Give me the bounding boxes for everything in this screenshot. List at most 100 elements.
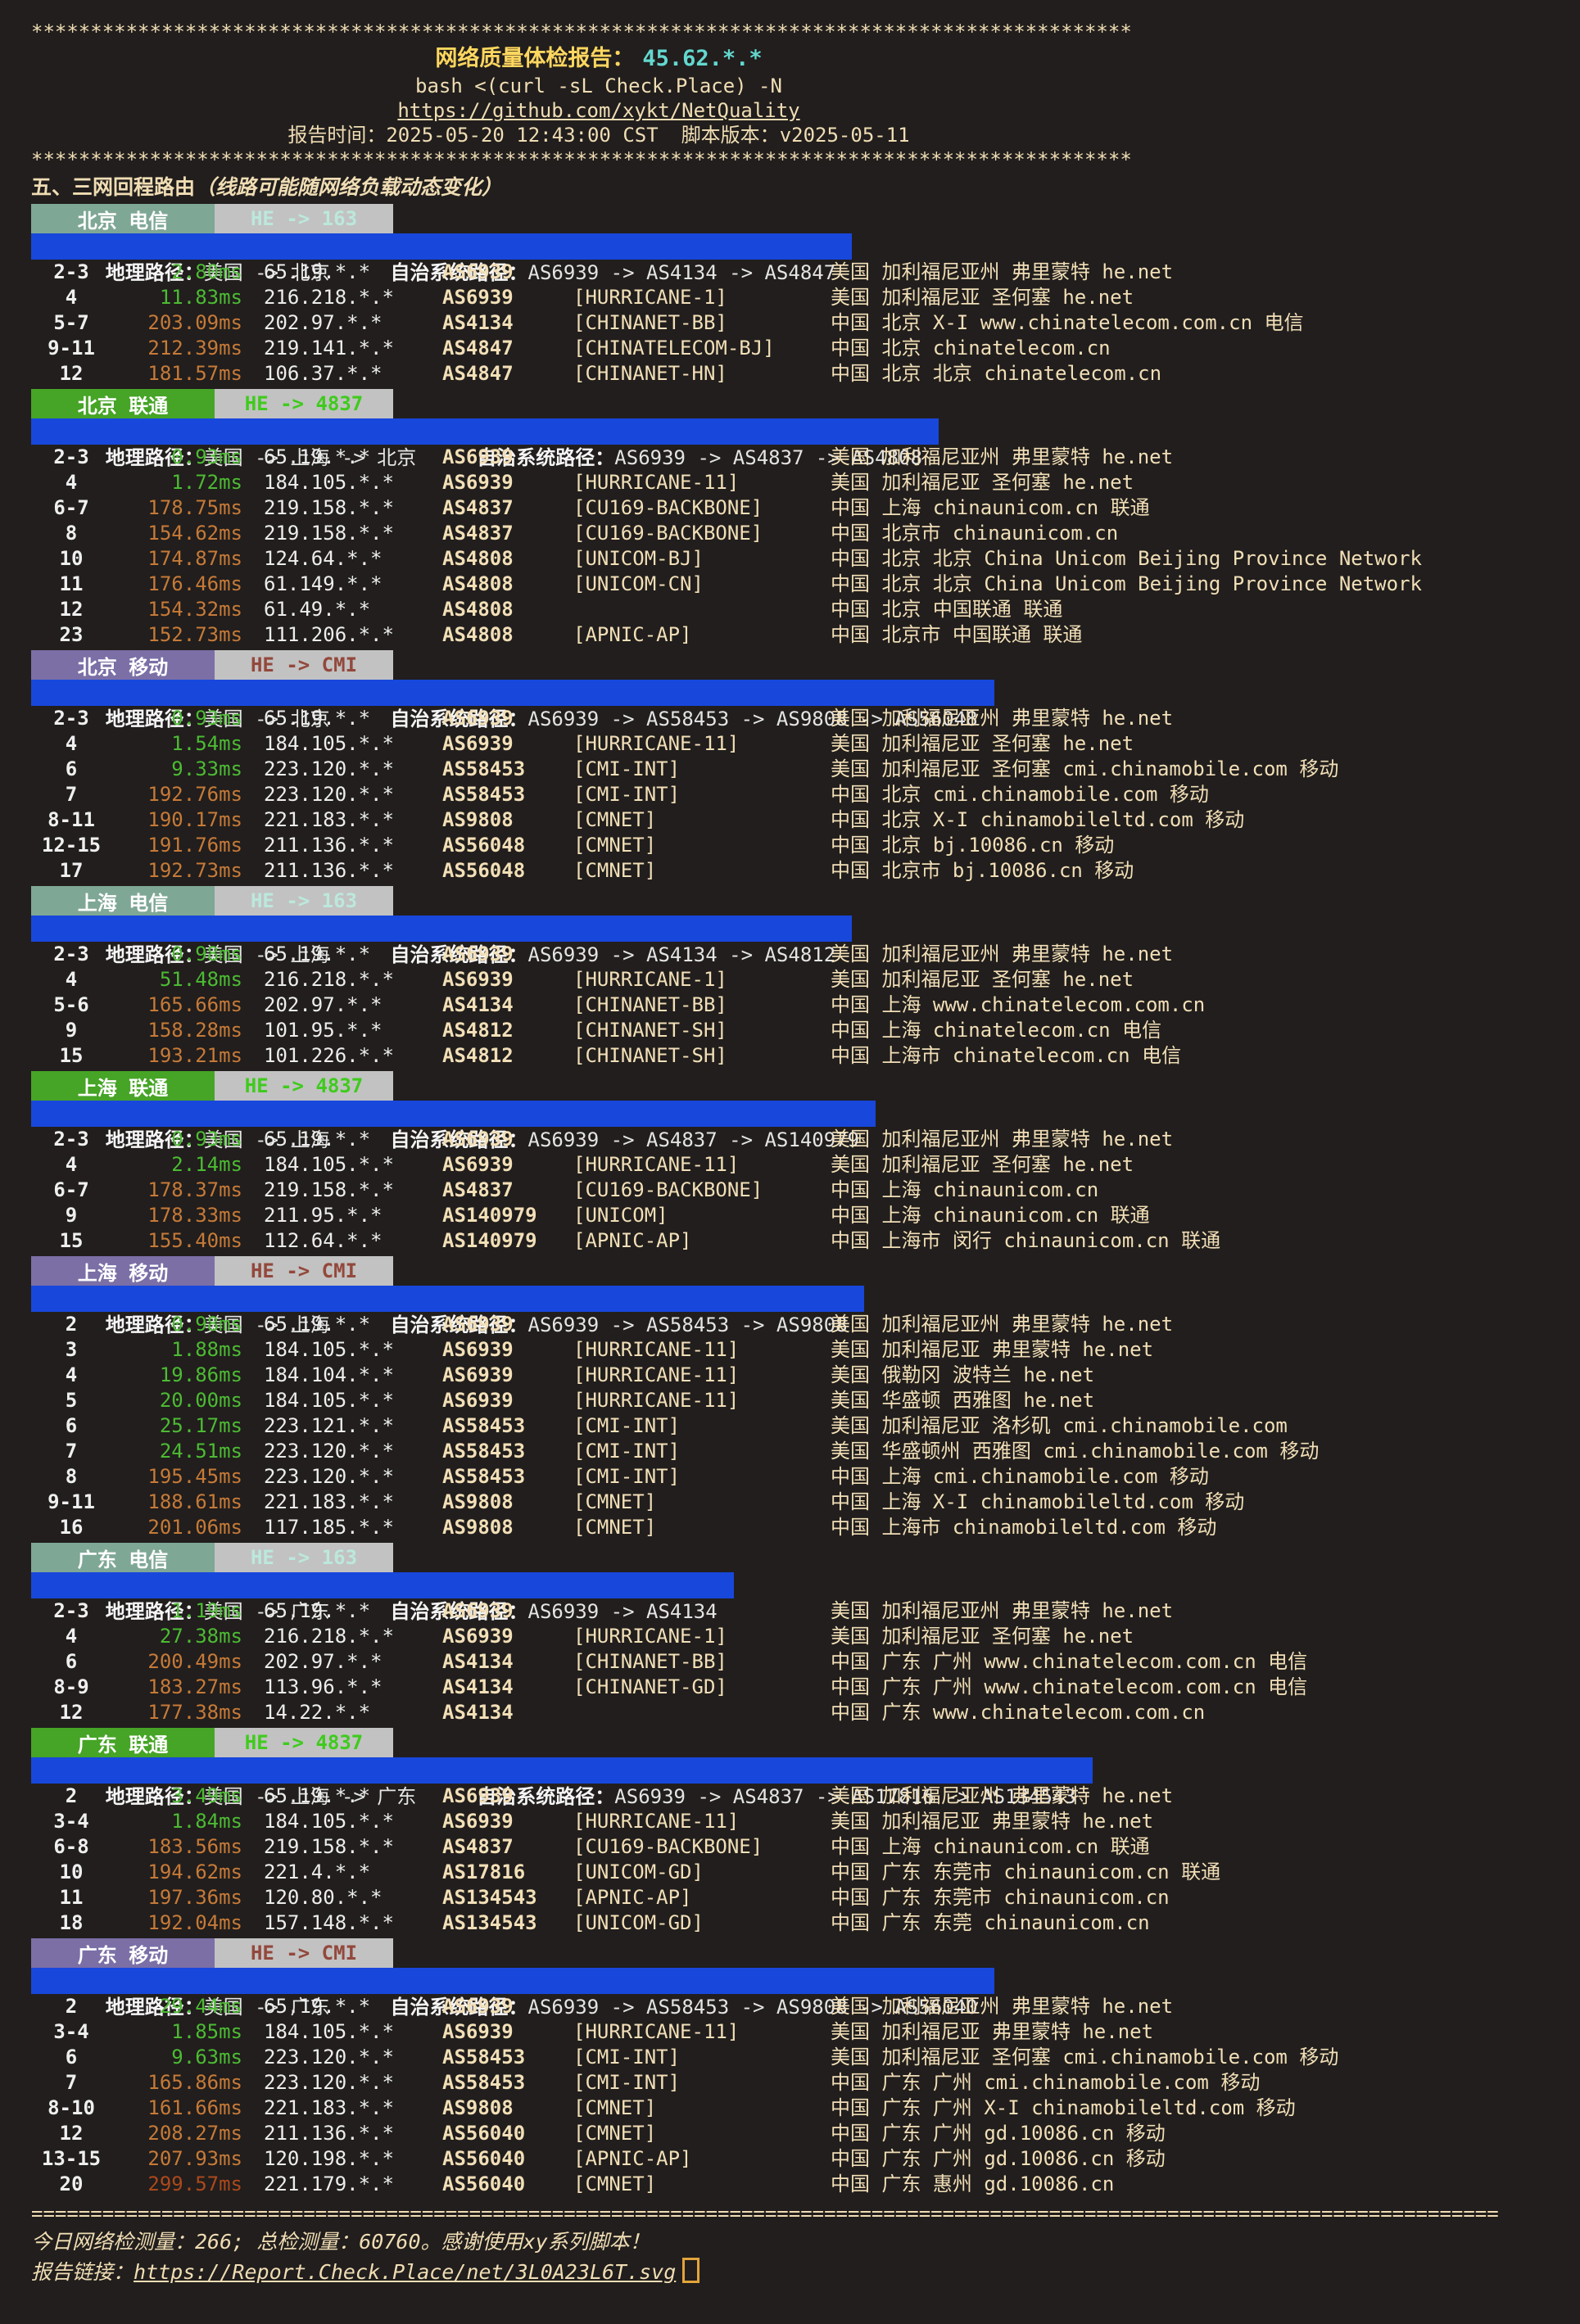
hop-number: 16 [59,1516,84,1539]
hop-ip: 223.120.*.* [264,1440,394,1463]
geo-path-label: 地理路径： [105,708,204,730]
hop-number: 2-3 [53,1128,89,1151]
hop-as-tag: [HURRICANE-11] [573,1153,740,1176]
hop-asn: AS4808 [442,598,514,621]
hop-ip: 184.105.*.* [264,2020,394,2043]
hop-ip: 120.80.*.* [264,1886,383,1909]
hop-latency: 1.88ms [171,1338,242,1361]
hop-as-tag: [CMI-INT] [573,1440,681,1463]
hop-asn: AS4134 [442,1650,514,1673]
hop-as-tag: [CMNET] [573,808,657,831]
hop-row: 4 11.83ms 216.218.*.* AS6939 [HURRICANE-… [31,285,1555,310]
badge-row: 广东 联通 HE -> 4837 [31,1728,1555,1757]
hop-location: 中国 北京 北京 China Unicom Beijing Province N… [831,572,1422,595]
hop-ip: 184.105.*.* [264,1338,394,1361]
hop-as-tag [573,1598,831,1624]
hop-number: 2-3 [53,445,89,468]
hop-location: 中国 广东 广州 cmi.chinamobile.com 移动 [831,2071,1261,2094]
hop-asn: AS6939 [442,1810,514,1833]
hop-ip: 117.185.*.* [264,1516,394,1539]
hop-asn: AS58453 [442,1465,526,1488]
hop-location: 美国 俄勒冈 波特兰 he.net [831,1363,1095,1386]
hop-number: 2 [65,1995,78,2018]
hop-as-tag: [HURRICANE-1] [573,286,727,309]
hop-location: 美国 加利福尼亚州 弗里蒙特 he.net [831,1313,1174,1336]
hop-number: 17 [59,859,84,882]
hop-ip: 184.105.*.* [264,1810,394,1833]
hop-number: 2-3 [53,943,89,965]
hop-asn: AS134543 [442,1911,537,1934]
hop-location: 美国 加利福尼亚州 弗里蒙特 he.net [831,1995,1174,2018]
report-link-label: 报告链接： [31,2260,134,2284]
hop-latency: 192.76ms [147,783,242,806]
hop-latency: 200.49ms [147,1650,242,1673]
hop-row: 11 197.36ms 120.80.*.* AS134543 [APNIC-A… [31,1885,1555,1910]
hop-row: 13-15 207.93ms 120.198.*.* AS56040 [APNI… [31,2146,1555,2172]
hop-location: 美国 加利福尼亚州 弗里蒙特 he.net [831,707,1174,730]
hop-latency: 212.39ms [147,337,242,359]
hop-number: 13-15 [41,2147,102,2170]
hop-latency: 178.33ms [147,1204,242,1227]
hop-ip: 65.19.*.* [264,445,371,468]
report-link[interactable]: https://Report.Check.Place/net/3L0A23L6T… [134,2260,677,2284]
report-ip: 45.62.*.* [642,46,763,71]
hop-ip: 111.206.*.* [264,623,394,646]
hop-row: 2 29.44ms 65.19.*.* AS6939 美国 加利福尼亚州 弗里蒙… [31,1994,1555,2019]
hop-ip: 184.105.*.* [264,471,394,494]
hop-asn: AS17816 [442,1861,526,1883]
hop-number: 5 [65,1389,78,1412]
hop-asn: AS6939 [442,1995,514,2018]
hop-latency: 1.19ms [171,1599,242,1622]
city-carrier-badge: 广东 联通 [31,1728,215,1757]
hop-latency: 192.04ms [147,1911,242,1934]
hop-location: 美国 加利福尼亚州 弗里蒙特 he.net [831,1599,1174,1622]
hop-row: 3 1.88ms 184.105.*.* AS6939 [HURRICANE-1… [31,1337,1555,1363]
hop-location: 美国 加利福尼亚州 弗里蒙特 he.net [831,1128,1174,1151]
section-heading: 五、三网回程路由（线路可能随网络负载动态变化） [31,174,1166,201]
as-path-value: AS6939 -> AS4134 -> AS4812 [527,943,836,966]
star-separator-top: ****************************************… [31,20,1132,43]
hop-location: 中国 广东 www.chinatelecom.com.cn [831,1701,1206,1724]
hop-latency: 188.61ms [147,1490,242,1513]
hop-as-tag: [CU169-BACKBONE] [573,496,763,519]
hop-as-tag: [CMNET] [573,1516,657,1539]
hop-latency: 2.14ms [171,1153,242,1176]
hop-asn: AS4808 [442,572,514,595]
hop-location: 中国 北京市 bj.10086.cn 移动 [831,859,1134,882]
hop-as-tag: [CU169-BACKBONE] [573,1835,763,1858]
hop-as-tag: [CMNET] [573,2173,657,2195]
hop-as-tag: [CHINANET-BB] [573,993,727,1016]
hop-number: 4 [65,286,78,309]
repo-link[interactable]: https://github.com/xykt/NetQuality [397,99,800,122]
hop-number: 9-11 [48,337,95,359]
hop-location: 中国 上海市 chinatelecom.cn 电信 [831,1044,1182,1067]
hop-asn: AS6939 [442,1128,514,1151]
hop-asn: AS4847 [442,337,514,359]
hop-ip: 61.149.*.* [264,572,383,595]
hop-latency: 0.93ms [171,445,242,468]
hop-ip: 221.183.*.* [264,1490,394,1513]
hop-number: 4 [65,1363,78,1386]
hop-number: 10 [59,547,84,570]
geo-path-value: 美国 -> 广东 [203,1996,330,2019]
hop-latency: 208.27ms [147,2122,242,2145]
hop-latency: 1.85ms [171,2020,242,2043]
hop-ip: 211.136.*.* [264,859,394,882]
hop-location: 美国 加利福尼亚 圣何塞 he.net [831,1153,1134,1176]
hop-as-tag: [CHINANET-GD] [573,1675,727,1698]
hop-row: 4 1.72ms 184.105.*.* AS6939 [HURRICANE-1… [31,470,1555,495]
hop-list: 2-3 1.19ms 65.19.*.* AS6939 美国 加利福尼亚州 弗里… [31,1598,1555,1725]
sections: 北京 电信 HE -> 163 地理路径：美国 -> 北京 自治系统路径：AS69… [31,204,1555,2197]
hop-ip: 223.120.*.* [264,783,394,806]
hop-number: 12 [59,362,84,385]
hop-ip: 106.37.*.* [264,362,383,385]
badge-row: 北京 电信 HE -> 163 [31,204,1555,233]
hop-latency: 0.98ms [171,1313,242,1336]
geo-path-value: 美国 -> 上海 [203,943,330,966]
route-section: 北京 移动 HE -> CMI 地理路径：美国 -> 北京 自治系统路径：AS69… [31,650,1555,884]
hop-location: 中国 广东 东莞市 chinaunicom.cn [831,1886,1170,1909]
hop-asn: AS9808 [442,1490,514,1513]
route-section: 广东 联通 HE -> 4837 地理路径：美国 -> 上海 -> 广东 自治系统… [31,1728,1555,1936]
hop-number: 4 [65,1625,78,1648]
hop-latency: 181.57ms [147,362,242,385]
